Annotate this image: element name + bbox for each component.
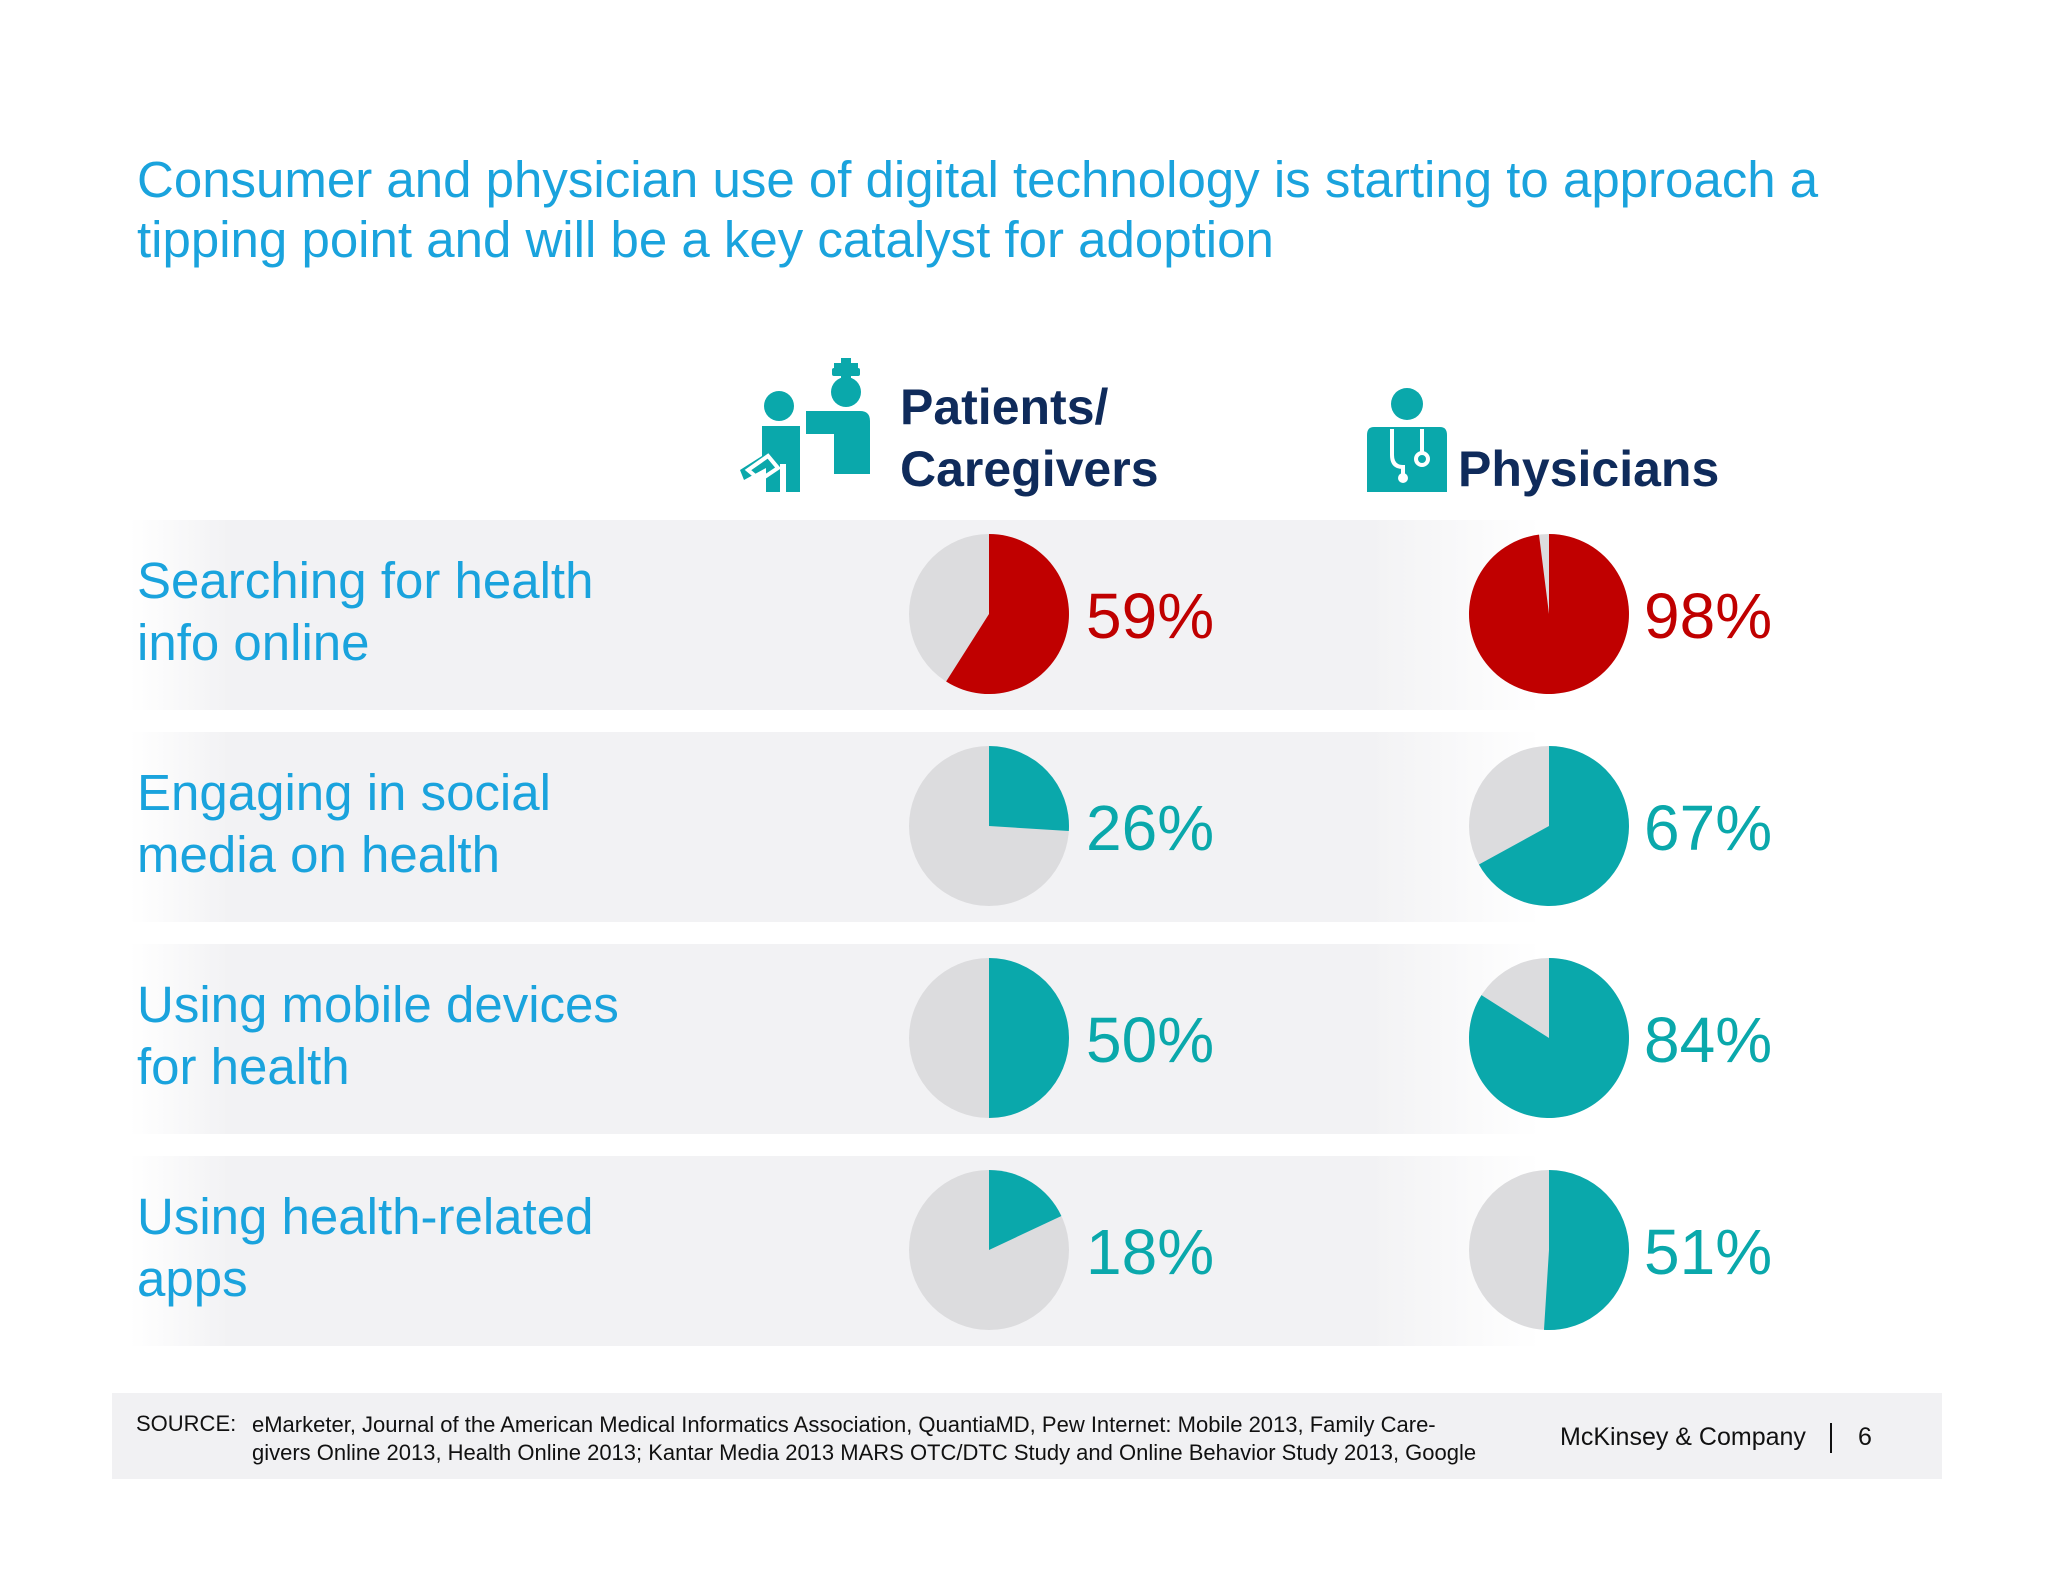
page-title: Consumer and physician use of digital te… [137,150,1837,270]
row-label-line: Using health-related [137,1188,594,1245]
row-label-social: Engaging in social media on health [137,762,551,886]
value-label-searching-physicians: 98% [1644,580,1773,652]
pie-slice-physicians [1543,1170,1630,1330]
row-label-line: Using mobile devices [137,976,619,1033]
value-label-searching-patients: 59% [1086,580,1215,652]
pie-slice-physicians [1468,534,1629,694]
doctor-with-stethoscope-icon [1367,388,1447,492]
source-line: givers Online 2013, Health Online 2013; … [252,1440,1477,1465]
pie-mobile-physicians [1468,958,1629,1118]
column-header-line: Physicians [1458,441,1720,497]
nurse-and-patient-icon [740,358,870,492]
row-label-apps: Using health-related apps [137,1186,593,1310]
pie-apps-physicians [1469,1170,1630,1330]
row-label-line: info online [137,614,370,671]
pie-slice-patients [989,1170,1062,1250]
row-band-mobile [130,944,1540,1134]
source-footer: SOURCE: eMarketer, Journal of the Americ… [112,1393,1942,1479]
row-band-apps [130,1156,1540,1346]
title-line: tipping point and will be a key catalyst… [137,211,1274,268]
pie-social-patients [909,746,1069,906]
pie-social-physicians [1469,746,1630,906]
row-label-line: media on health [137,826,500,883]
footer-separator [1830,1423,1832,1453]
title-line: Consumer and physician use of digital te… [137,151,1819,208]
value-label-apps-patients: 18% [1086,1216,1215,1288]
value-label-social-patients: 26% [1086,792,1215,864]
column-header-physicians: Physicians [1458,438,1719,500]
value-label-mobile-physicians: 84% [1644,1004,1773,1076]
page-number: 6 [1858,1423,1872,1451]
value-label-mobile-patients: 50% [1086,1004,1215,1076]
row-label-line: Engaging in social [137,764,551,821]
pie-slice-patients [989,958,1069,1118]
value-label-social-physicians: 67% [1644,792,1773,864]
pie-mobile-patients [909,958,1069,1118]
pie-slice-patients [989,746,1069,832]
pie-searching-patients [909,534,1069,694]
column-header-line: Patients/ [900,379,1109,435]
row-label-line: apps [137,1250,248,1307]
source-label: SOURCE: [136,1411,237,1436]
row-band-searching [130,520,1540,710]
row-label-mobile: Using mobile devices for health [137,974,619,1098]
pie-apps-patients [909,1170,1069,1330]
pie-searching-physicians [1468,534,1629,694]
pie-slice-patients [946,534,1069,694]
row-label-line: Searching for health [137,552,594,609]
brand-name: McKinsey & Company [1560,1423,1806,1451]
value-label-apps-physicians: 51% [1644,1216,1773,1288]
column-header-patients: Patients/ Caregivers [900,376,1159,500]
column-header-line: Caregivers [900,441,1159,497]
pie-slice-physicians [1478,746,1630,906]
source-text: eMarketer, Journal of the American Medic… [252,1411,1682,1467]
row-band-social [130,732,1540,922]
row-label-line: for health [137,1038,350,1095]
source-line: eMarketer, Journal of the American Medic… [252,1412,1436,1437]
row-label-searching: Searching for health info online [137,550,593,674]
pie-slice-physicians [1468,958,1629,1118]
